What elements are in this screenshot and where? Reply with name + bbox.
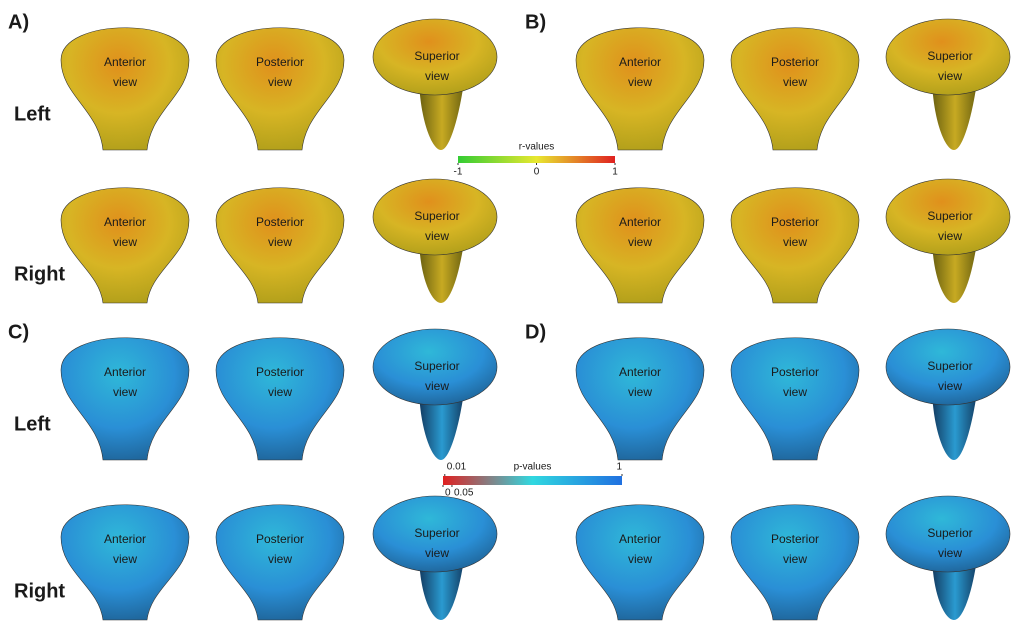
view-label: Anterior <box>619 365 661 379</box>
view-label: view <box>268 75 292 89</box>
colorbar-tick-label: -1 <box>454 167 463 178</box>
view-label: Posterior <box>771 365 819 379</box>
view-label: view <box>783 385 807 399</box>
panel-label: C) <box>8 321 29 343</box>
view-label: view <box>783 235 807 249</box>
panel-label: D) <box>525 321 546 343</box>
panel-label: A) <box>8 11 29 33</box>
surface-view <box>886 19 1010 150</box>
view-label: view <box>113 385 137 399</box>
colorbar-tick-label: 0 <box>445 488 451 499</box>
view-label: view <box>113 75 137 89</box>
colorbar-tick-label: 0.05 <box>454 488 474 499</box>
view-label: Superior <box>414 49 459 63</box>
view-label: Posterior <box>256 55 304 69</box>
view-label: Superior <box>414 209 459 223</box>
view-label: view <box>783 75 807 89</box>
view-label: Anterior <box>619 215 661 229</box>
panel-label: B) <box>525 11 546 33</box>
view-label: Superior <box>927 526 972 540</box>
view-label: view <box>628 385 652 399</box>
view-label: view <box>938 546 962 560</box>
view-label: Posterior <box>256 215 304 229</box>
view-label: view <box>628 552 652 566</box>
view-label: view <box>938 379 962 393</box>
view-label: view <box>628 75 652 89</box>
view-label: view <box>425 546 449 560</box>
view-label: view <box>938 229 962 243</box>
figure: Left Right A) Anterior view Posterior view Supe… <box>0 0 1017 627</box>
view-label: Superior <box>927 49 972 63</box>
view-label: Superior <box>414 526 459 540</box>
view-label: Superior <box>927 209 972 223</box>
view-label: Superior <box>414 359 459 373</box>
view-label: Posterior <box>771 215 819 229</box>
view-label: Posterior <box>771 55 819 69</box>
row-label: Right <box>14 263 65 285</box>
colorbar-title: r-values <box>519 142 555 153</box>
view-label: view <box>425 379 449 393</box>
view-label: view <box>425 69 449 83</box>
view-label: Posterior <box>256 532 304 546</box>
surface-view <box>886 329 1010 460</box>
colorbar-tick-label: 1 <box>616 462 622 473</box>
view-label: view <box>268 385 292 399</box>
view-label: Anterior <box>104 55 146 69</box>
colorbar <box>443 476 622 485</box>
colorbar-tick-label: 0 <box>534 167 540 178</box>
view-label: Posterior <box>771 532 819 546</box>
view-label: view <box>113 235 137 249</box>
view-label: Anterior <box>619 532 661 546</box>
colorbar-tick-label: 1 <box>612 167 618 178</box>
view-label: view <box>783 552 807 566</box>
view-label: view <box>425 229 449 243</box>
view-label: Anterior <box>619 55 661 69</box>
view-label: view <box>268 552 292 566</box>
view-label: Posterior <box>256 365 304 379</box>
view-label: Anterior <box>104 215 146 229</box>
view-label: view <box>938 69 962 83</box>
view-label: Superior <box>927 359 972 373</box>
colorbar-tick-label: 0.01 <box>447 462 467 473</box>
surface-view <box>373 329 497 460</box>
view-label: view <box>268 235 292 249</box>
row-label: Left <box>14 413 51 435</box>
row-label: Left <box>14 103 51 125</box>
colorbar <box>458 156 615 163</box>
view-label: Anterior <box>104 365 146 379</box>
view-label: view <box>113 552 137 566</box>
surface-view <box>373 19 497 150</box>
view-label: view <box>628 235 652 249</box>
row-label: Right <box>14 580 65 602</box>
colorbar-title: p-values <box>514 462 552 473</box>
view-label: Anterior <box>104 532 146 546</box>
